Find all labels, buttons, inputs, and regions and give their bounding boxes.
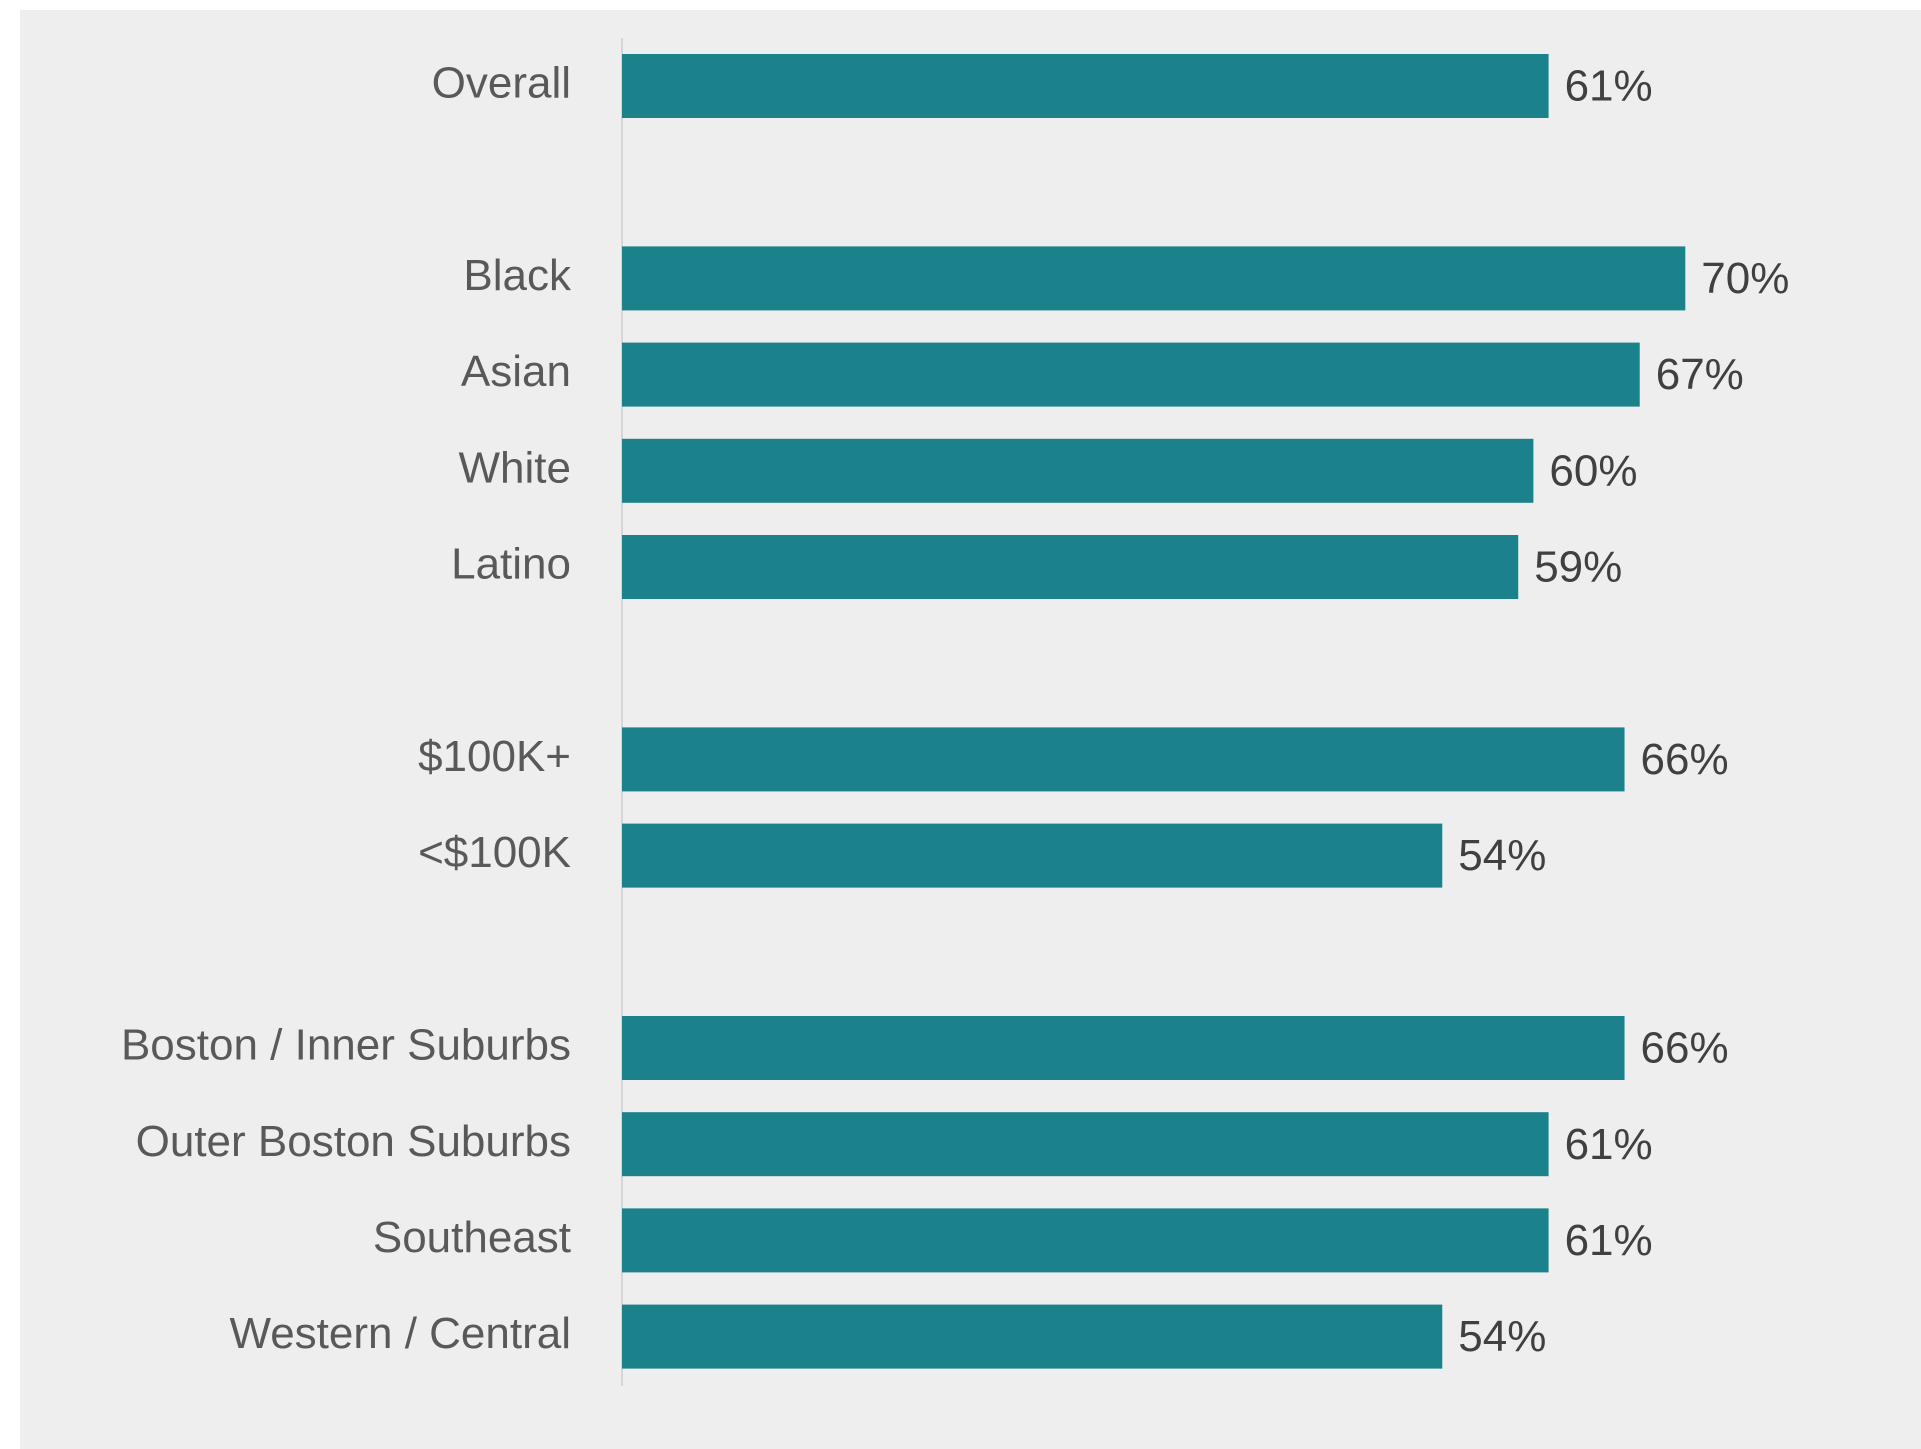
bar <box>622 1112 1549 1177</box>
bar <box>622 246 1686 311</box>
bar <box>622 727 1625 792</box>
bar <box>622 342 1640 407</box>
category-label: Overall <box>432 59 571 108</box>
category-label: White <box>459 443 571 492</box>
value-label: 67% <box>1656 350 1744 399</box>
category-label: Outer Boston Suburbs <box>136 1117 571 1166</box>
value-label: 70% <box>1701 254 1789 303</box>
value-label: 61% <box>1565 1120 1653 1169</box>
value-label: 61% <box>1565 1216 1653 1265</box>
value-label: 54% <box>1458 831 1546 880</box>
value-label: 61% <box>1565 62 1653 111</box>
bar <box>622 1016 1625 1080</box>
bar <box>622 54 1549 118</box>
bar <box>622 1208 1549 1273</box>
bar <box>622 535 1519 599</box>
category-label: Western / Central <box>229 1309 571 1358</box>
value-label: 66% <box>1641 735 1729 784</box>
value-label: 60% <box>1549 446 1637 495</box>
category-label: <$100K <box>418 828 571 877</box>
category-label: Black <box>463 251 572 300</box>
value-label: 54% <box>1458 1312 1546 1361</box>
value-label: 59% <box>1534 543 1622 592</box>
category-label: Latino <box>451 540 571 589</box>
value-label: 66% <box>1641 1024 1729 1073</box>
bar <box>622 1304 1443 1369</box>
bar <box>622 438 1534 503</box>
category-label: $100K+ <box>418 732 571 781</box>
category-label: Southeast <box>373 1213 571 1262</box>
category-label: Boston / Inner Suburbs <box>121 1021 571 1070</box>
bar <box>622 823 1443 888</box>
category-label: Asian <box>461 347 571 396</box>
